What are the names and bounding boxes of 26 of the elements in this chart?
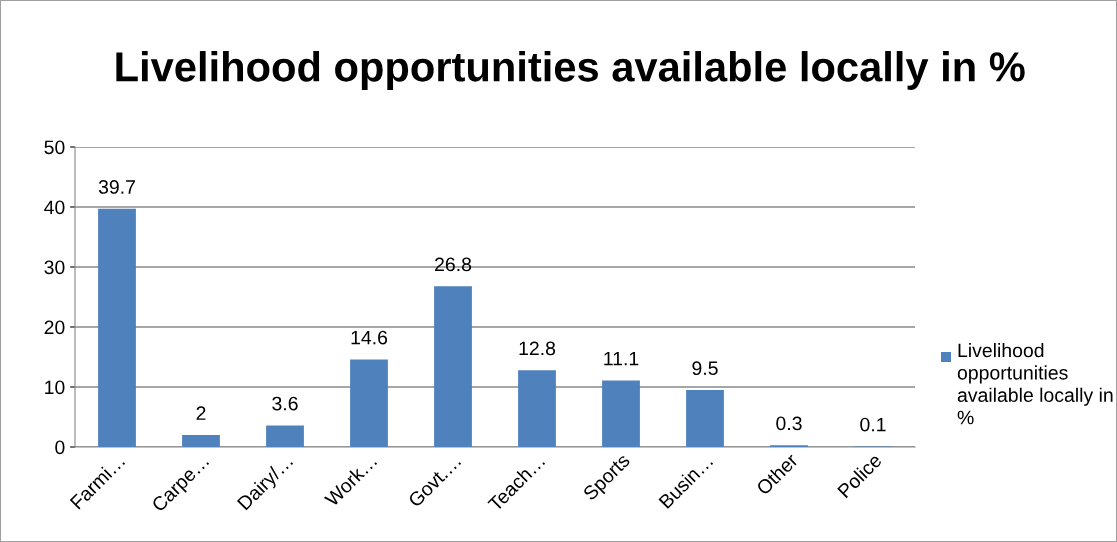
y-tick-label: 10 [45,380,65,395]
bar [434,286,472,447]
data-label: 3.6 [272,396,298,411]
y-tick-label: 0 [55,440,65,455]
y-tick-label: 30 [44,260,65,275]
bar [182,435,220,447]
y-tick-label: 40 [44,200,65,215]
y-tick-label: 50 [44,140,65,155]
data-label: 26.8 [435,257,472,272]
data-label: 0.3 [776,416,802,431]
data-label: 14.6 [351,330,388,345]
data-label: 12.8 [519,341,556,356]
bar [98,208,136,447]
data-label: 2 [196,406,206,420]
bar [266,425,304,447]
bar [350,359,388,447]
bar [518,370,556,447]
legend-label: Livelihood opportunities available locally in % [957,343,1113,425]
chart-title: Livelihood opportunities available locally in % [116,51,1025,90]
data-label: 11.1 [604,351,639,366]
data-label: 0.1 [860,417,886,432]
bar [602,380,640,447]
y-tick-label: 20 [44,320,65,335]
data-label: 9.5 [692,361,718,376]
bar [686,390,724,447]
data-label: 39.7 [98,180,135,194]
